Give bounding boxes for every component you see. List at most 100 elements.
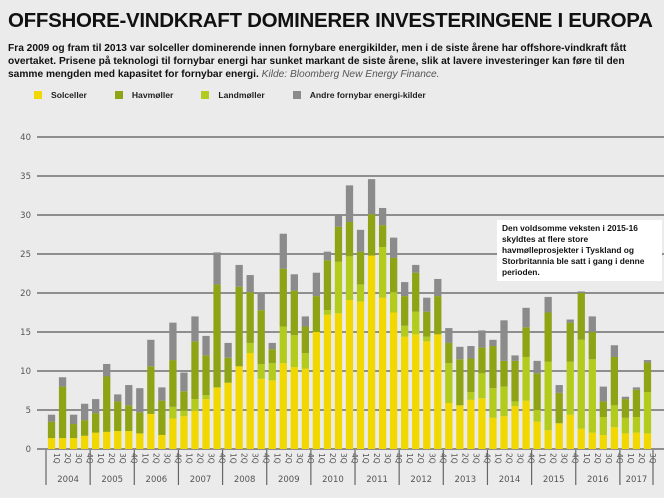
bar-segment	[323, 251, 332, 261]
year-label: 2015	[543, 475, 565, 485]
bar-segment	[643, 362, 652, 393]
bar-segment	[621, 399, 630, 418]
bar-segment	[58, 438, 67, 449]
bar-segment	[412, 272, 420, 312]
bar-segment	[632, 389, 641, 418]
year-label: 2007	[190, 475, 212, 485]
bar-segment	[136, 433, 144, 449]
bar-segment	[114, 401, 122, 432]
x-tick-label: 1Q	[184, 453, 193, 464]
bar-segment	[58, 386, 67, 439]
bar-segment	[533, 410, 541, 422]
legend-item-landmoller: Landmøller	[201, 90, 265, 100]
bar-segment	[58, 377, 67, 387]
bar-segment	[599, 434, 607, 449]
bar-segment	[489, 388, 497, 418]
year-label: 2012	[410, 475, 432, 485]
bar-segment	[566, 414, 574, 449]
bar-segment	[334, 261, 343, 314]
bar-segment	[445, 402, 453, 449]
bar-segment	[169, 418, 177, 449]
y-tick-label: 40	[20, 133, 31, 143]
bar-segment	[522, 327, 530, 357]
bar-segment	[621, 396, 630, 400]
x-tick-label: 1Q	[449, 453, 458, 464]
x-tick-label: 2Q	[328, 453, 337, 464]
bar-segment	[147, 413, 155, 449]
bar-segment	[224, 357, 232, 383]
bar-segment	[158, 387, 166, 401]
bar-segment	[456, 405, 464, 449]
bar-segment	[356, 229, 365, 252]
bar-segment	[268, 349, 276, 364]
x-tick-label: 2Q	[416, 453, 425, 464]
year-label: 2013	[455, 475, 477, 485]
x-tick-label: 3Q	[560, 453, 569, 464]
bar-segment	[169, 322, 177, 361]
bar-segment	[268, 363, 276, 381]
bar-segment	[544, 430, 552, 449]
bar-segment	[246, 353, 254, 449]
legend-swatch-havmoller	[114, 91, 123, 99]
bar-segment	[257, 378, 265, 449]
bar-segment	[180, 410, 188, 417]
bar-segment	[566, 319, 574, 323]
bar-segment	[180, 391, 188, 411]
bar-segment	[191, 399, 199, 411]
x-tick-label: 3Q	[207, 453, 216, 464]
x-tick-label: 2Q	[195, 453, 204, 464]
bar-segment	[103, 376, 111, 432]
bar-segment	[213, 252, 221, 285]
bar-segment	[412, 311, 420, 335]
bar-segment	[103, 363, 111, 377]
bar-segment	[378, 246, 387, 298]
bar-segment	[268, 380, 276, 449]
bar-segment	[312, 272, 321, 297]
y-tick-label: 10	[20, 367, 31, 377]
year-label: 2010	[322, 475, 344, 485]
legend-swatch-landmoller	[201, 91, 210, 99]
bar-segment	[423, 311, 431, 337]
bar-segment	[47, 414, 56, 422]
year-label: 2004	[57, 475, 79, 485]
bar-segment	[610, 405, 619, 428]
bar-segment	[312, 296, 321, 332]
bar-segment	[367, 255, 376, 449]
bar-segment	[301, 368, 309, 449]
bar-segment	[423, 297, 431, 312]
y-tick-label: 15	[20, 328, 31, 338]
year-label: 2016	[587, 475, 609, 485]
bar-segment	[213, 387, 221, 449]
bar-segment	[92, 413, 100, 433]
bar-segment	[202, 395, 210, 400]
bar-segment	[202, 335, 210, 356]
bar-segment	[290, 335, 298, 368]
x-tick-label: 2Q	[460, 453, 469, 464]
bar-segment	[489, 417, 497, 449]
bar-segment	[401, 282, 409, 297]
x-tick-label: 2Q	[505, 453, 514, 464]
legend-item-andre: Andre fornybar energi-kilder	[292, 90, 426, 100]
annotation-box: Den voldsomme veksten i 2015-16 skyldtes…	[497, 220, 662, 281]
bar-segment	[257, 292, 265, 311]
bar-segment	[555, 385, 563, 393]
bar-segment	[92, 432, 100, 449]
x-tick-label: 1Q	[538, 453, 547, 464]
bar-segment	[334, 313, 343, 449]
y-tick-label: 35	[20, 172, 31, 182]
bar-segment	[533, 360, 541, 374]
year-label: 2005	[101, 475, 123, 485]
bar-segment	[423, 336, 431, 342]
bar-segment	[511, 406, 519, 449]
bar-segment	[257, 363, 265, 379]
bar-segment	[378, 225, 387, 247]
bar-segment	[599, 401, 607, 418]
x-tick-label: 2Q	[151, 453, 160, 464]
x-tick-label: 3Q	[471, 453, 480, 464]
bar-segment	[434, 296, 442, 335]
bar-segment	[456, 359, 464, 406]
bar-segment	[202, 399, 210, 449]
bar-segment	[610, 427, 619, 449]
bar-segment	[610, 345, 619, 357]
